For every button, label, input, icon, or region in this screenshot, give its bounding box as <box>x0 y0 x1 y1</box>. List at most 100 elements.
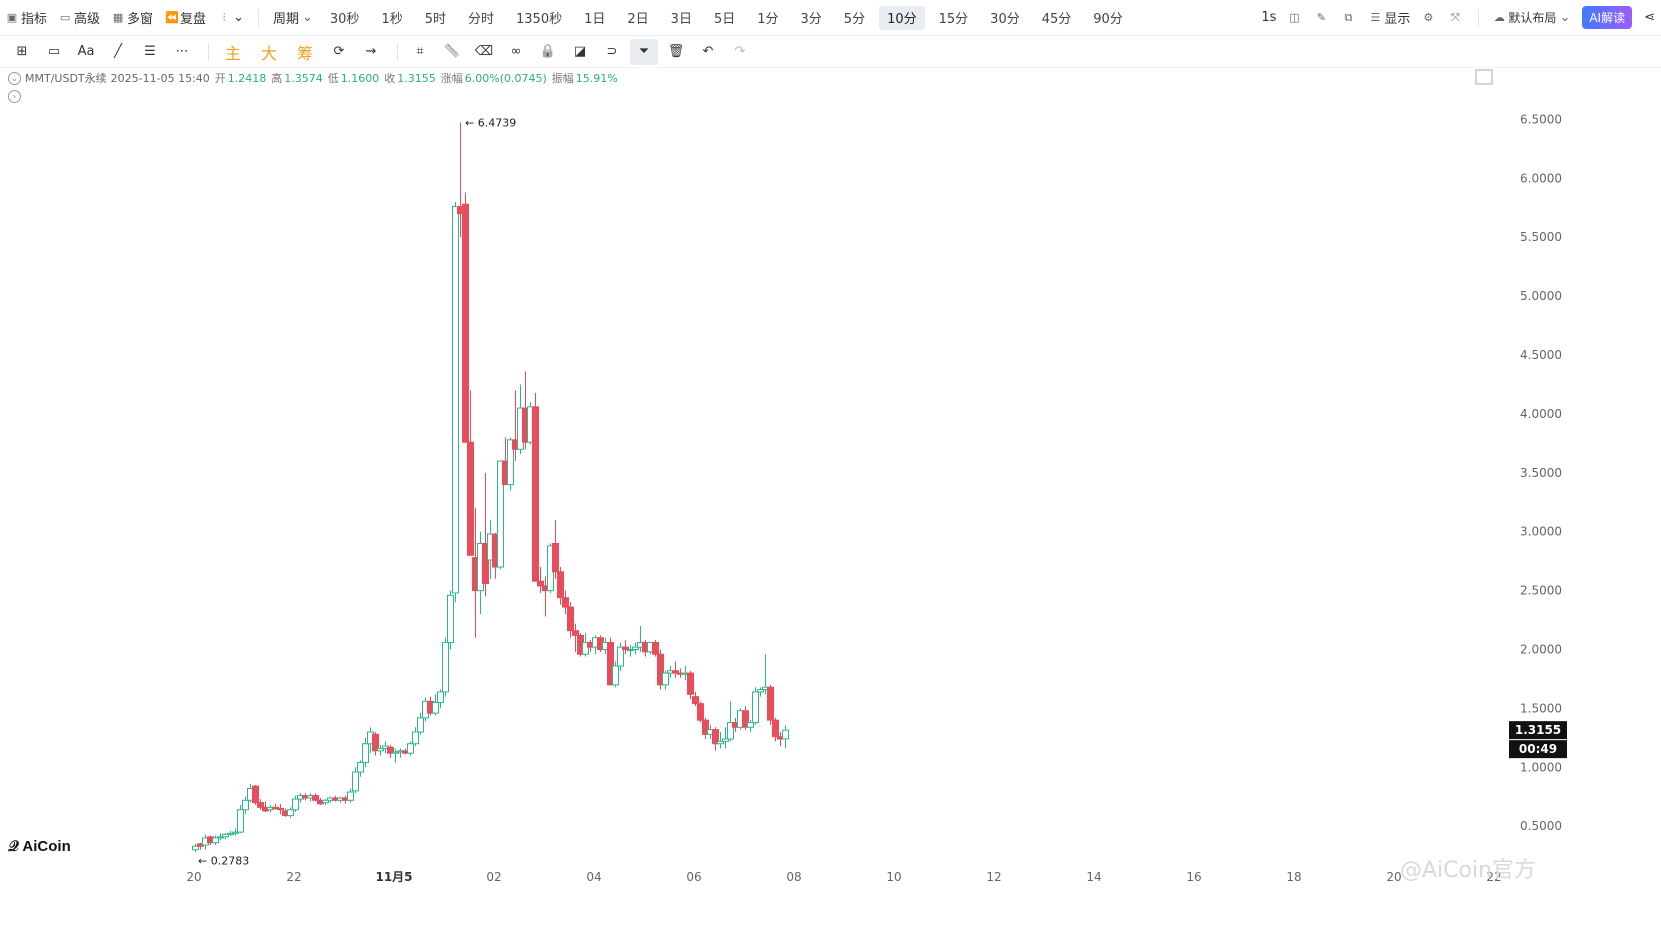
filter-tool[interactable]: ⏷ <box>630 38 658 65</box>
period-option[interactable]: 45分 <box>1041 12 1072 27</box>
chart-type-icon: ⫶ <box>222 10 226 24</box>
chevron-down-icon: ⌄ <box>1559 10 1571 25</box>
candle-down <box>567 606 574 632</box>
period-option[interactable]: 1日 <box>584 12 606 27</box>
expand-indicators-button[interactable]: › <box>8 88 21 103</box>
magnet-icon: ⊃ <box>606 44 618 59</box>
ruler-tool[interactable]: 📏 <box>438 39 466 65</box>
toolbar-chart-type-button[interactable]: ⫶ ⌄ <box>212 0 250 36</box>
measure-tool-tool[interactable]: ⇝ <box>357 39 385 65</box>
candle-up <box>437 691 444 704</box>
period-option[interactable]: 30分 <box>990 12 1020 27</box>
collapse-icon[interactable]: ⌄ <box>8 71 21 85</box>
period-option[interactable]: 5日 <box>713 12 736 27</box>
period-option[interactable]: 90分 <box>1093 12 1123 27</box>
y-tick-label: 6.5000 <box>1520 112 1562 126</box>
undo-icon: ↶ <box>702 44 714 59</box>
drawing-toolbar: ⊞ ▭ Aa ╱ ☰ ⋯ 主大筹 ⟳ ⇝ ⌗ 📏 ⌫ ∞ 🔒 ◪ ⊃ ⏷ 🗑 ↶ ↷ <box>0 36 1661 68</box>
divider <box>1478 8 1480 27</box>
horizontal-lines-tool[interactable]: ☰ <box>136 39 164 65</box>
fullscreen-button[interactable]: ⤧ <box>1443 0 1470 36</box>
ai-interpret-button[interactable]: AI解读 <box>1582 6 1633 29</box>
toolbar-label: 高级 <box>74 12 101 27</box>
rectangle-tool[interactable]: ▭ <box>40 39 68 65</box>
period-option[interactable]: 分时 <box>468 12 495 27</box>
period-option[interactable]: 1分 <box>757 12 779 27</box>
candle-down <box>572 630 579 636</box>
candle-down <box>252 785 259 804</box>
candle-up <box>232 831 239 834</box>
y-tick-label: 3.0000 <box>1520 525 1562 539</box>
candle-down <box>532 406 539 582</box>
screenshot-button[interactable]: ◫ <box>1282 0 1309 36</box>
hide-drawings-tool[interactable]: ◪ <box>566 39 594 65</box>
chips-button[interactable]: 筹 <box>296 43 313 63</box>
candle-down <box>622 646 629 651</box>
undo-tool[interactable]: ↶ <box>694 39 722 65</box>
period-dropdown[interactable]: 周期 ⌄ <box>267 0 319 36</box>
toolbar-replay-button[interactable]: ⏪ 复盘 <box>159 0 212 36</box>
candle-up <box>237 809 244 833</box>
layout-dropdown[interactable]: ☁ 默认布局 ⌄ <box>1487 0 1576 36</box>
main-chart-button[interactable]: 主 <box>224 43 241 63</box>
text-tool[interactable]: Aa <box>72 39 100 65</box>
period-option[interactable]: 2日 <box>627 12 649 27</box>
sync-tool[interactable]: ⟳ <box>325 39 353 65</box>
period-option[interactable]: 5时 <box>424 12 446 27</box>
candle-down <box>312 795 319 801</box>
realtime-1s-button[interactable]: 1s <box>1255 0 1282 36</box>
lock-icon: 🔒 <box>539 44 557 59</box>
candle-up <box>322 799 329 804</box>
candle-down <box>772 719 779 738</box>
x-tick-label: 06 <box>686 870 701 884</box>
candle-down <box>272 806 279 810</box>
add-chart-tool[interactable]: ⊞ <box>8 39 36 65</box>
close-value: 1.3155 <box>397 71 436 85</box>
toolbar-multi-window-button[interactable]: ▦ 多窗 <box>106 0 159 36</box>
candle-down <box>537 580 544 587</box>
display-button[interactable]: ☰ 显示 <box>1363 0 1416 36</box>
settings-button[interactable]: ⚙ <box>1416 0 1443 36</box>
crop-tool[interactable]: ⌗ <box>406 39 434 65</box>
toolbar-indicator-button[interactable]: ▣ 指标 <box>0 0 53 36</box>
y-tick-label: 2.5000 <box>1520 584 1562 598</box>
period-option[interactable]: 3分 <box>800 12 822 27</box>
candle-up <box>347 791 354 801</box>
trash-tool[interactable]: 🗑 <box>662 39 690 65</box>
candle-up <box>722 738 729 742</box>
period-option[interactable]: 1350秒 <box>516 12 563 27</box>
period-option[interactable]: 1秒 <box>381 12 403 27</box>
window-icon: ⧉ <box>1344 10 1353 24</box>
period-option[interactable]: 30秒 <box>329 12 360 27</box>
redo-tool[interactable]: ↷ <box>726 39 754 65</box>
period-option[interactable]: 5分 <box>843 12 866 27</box>
eraser-tool[interactable]: ⌫ <box>470 39 498 65</box>
toolbar-advanced-button[interactable]: ▭ 高级 <box>53 0 106 36</box>
horizontal-lines-icon: ☰ <box>144 44 156 59</box>
x-tick-label: 20 <box>1386 870 1401 884</box>
period-option[interactable]: 15分 <box>938 12 969 27</box>
more-tool[interactable]: ⋯ <box>168 39 196 65</box>
magnet-tool[interactable]: ⊃ <box>598 39 626 65</box>
trend-line-tool[interactable]: ╱ <box>104 39 132 65</box>
big-order-button[interactable]: 大 <box>260 43 277 63</box>
candle-down <box>697 703 704 721</box>
share-button[interactable]: ⋖ <box>1638 0 1661 36</box>
edit-button[interactable]: ✎ <box>1309 0 1336 36</box>
link-tool[interactable]: ∞ <box>502 39 530 65</box>
period-option[interactable]: 3日 <box>670 12 692 27</box>
low-value: 1.1600 <box>340 71 380 85</box>
chevron-right-icon: › <box>8 90 21 103</box>
cloud-icon: ☁ <box>1493 10 1505 24</box>
lock-tool[interactable]: 🔒 <box>534 39 562 65</box>
candlestick-chart[interactable]: 0.5000 1.0000 1.5000 2.0000 2.5000 3.0000 3.50… <box>0 68 1661 942</box>
candle-up <box>432 702 439 714</box>
change-label: 涨幅 <box>440 72 463 85</box>
toolbar-label: 指标 <box>21 12 48 27</box>
countdown-tag <box>1509 740 1567 759</box>
period-option[interactable]: 10分 <box>879 5 925 30</box>
last-price-label: 1.3155 <box>1515 723 1561 737</box>
candle-up <box>377 747 384 752</box>
filter-icon: ⏷ <box>638 44 650 59</box>
window-button[interactable]: ⧉ <box>1336 0 1363 36</box>
